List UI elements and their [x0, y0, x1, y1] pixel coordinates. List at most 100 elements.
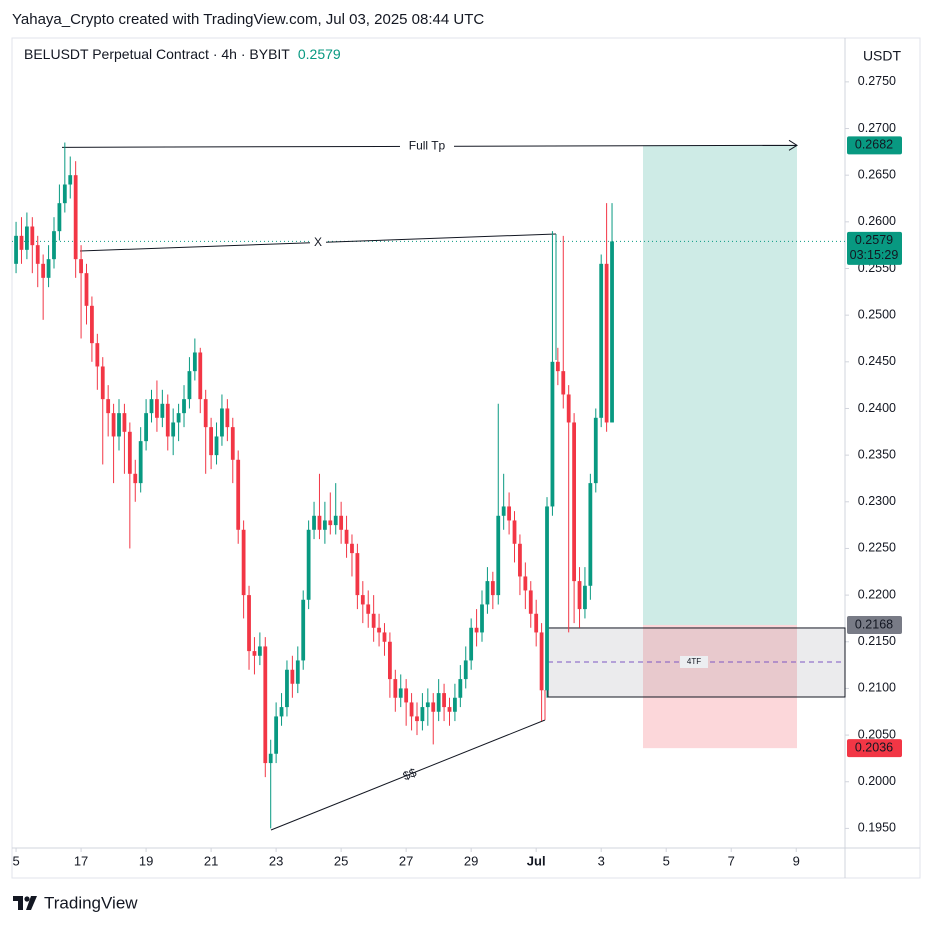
y-tick-label: 0.2450 [858, 354, 896, 368]
frame [11, 37, 921, 879]
currency-label: USDT [863, 48, 902, 64]
candle-body [534, 613, 539, 633]
candle-body [436, 693, 441, 712]
candle-body [19, 235, 24, 250]
title-last-price: 0.2579 [298, 46, 341, 62]
candle-body [377, 627, 381, 633]
candle-body [187, 371, 192, 400]
stop-price-tag-bg [847, 739, 902, 758]
y-tick-label: 0.2350 [858, 447, 896, 461]
candle-body [490, 581, 495, 596]
candle-body [41, 263, 46, 278]
candle-body [507, 506, 511, 521]
x-tick-label: 5 [663, 853, 670, 868]
footer-logo [13, 896, 37, 910]
y-tick-label: 0.2750 [858, 74, 896, 88]
candle-body [355, 553, 360, 596]
candle-body [62, 184, 67, 204]
candle-body [415, 716, 419, 722]
x-label-bg [310, 235, 326, 249]
candle-body [593, 417, 598, 484]
candle-body [182, 399, 186, 414]
candle-body [122, 413, 127, 432]
candle-body [404, 688, 409, 703]
candle-body [106, 399, 111, 414]
target-label: Full Tp [409, 138, 446, 152]
candle-body [301, 599, 306, 661]
last-price-tag: 03:15:29 [850, 248, 899, 262]
candle-body [79, 259, 83, 274]
y-tick-label: 0.1950 [858, 821, 896, 835]
candle-body [149, 399, 154, 414]
candle-body [528, 590, 533, 614]
candle-body [285, 669, 289, 708]
zone-label-bg [680, 656, 708, 668]
x-tick-label: 25 [334, 853, 348, 868]
candle-body [474, 627, 479, 633]
candle-body [485, 581, 490, 605]
candle-body [322, 520, 327, 530]
y-tick-label: 0.2300 [858, 494, 896, 508]
candle-body [539, 632, 544, 691]
candle-body [117, 413, 121, 437]
candle-body [138, 441, 143, 484]
candle-body [100, 366, 105, 400]
x-tick-label: 27 [399, 853, 413, 868]
candle-body [610, 241, 614, 423]
candle-body [545, 506, 549, 691]
loss-zone [643, 624, 797, 749]
candle-body [398, 688, 403, 698]
last-price-tag: 0.2579 [855, 233, 893, 247]
candle-body [35, 245, 40, 264]
x-tick-label: 17 [74, 853, 88, 868]
candle-body [518, 543, 522, 577]
candle-body [496, 515, 501, 596]
candle-body [198, 352, 203, 400]
liquidity-line [270, 719, 546, 831]
candle-body [312, 515, 316, 530]
candle-body [453, 697, 457, 712]
candle-body [68, 175, 73, 185]
candle-body [463, 660, 468, 680]
y-tick-label: 0.2250 [858, 541, 896, 555]
candle-body [333, 515, 338, 526]
candle-body [214, 436, 219, 456]
target-price-tag: 0.2682 [855, 138, 893, 152]
candle-body [371, 613, 376, 628]
candle-body [57, 203, 62, 232]
candle-body [469, 627, 474, 661]
candle-body [599, 263, 604, 418]
attribution: Yahaya_Crypto created with TradingView.c… [12, 11, 484, 28]
candle-body [241, 529, 246, 596]
candle-body [133, 473, 138, 484]
last-price-tag-bg [847, 231, 902, 265]
candle-body [155, 399, 159, 418]
candle-body [350, 543, 354, 554]
candle-body [425, 702, 430, 708]
candle-body [447, 707, 452, 712]
candle-body [274, 716, 279, 754]
candle-body [512, 520, 517, 544]
candle-body [566, 394, 571, 423]
chart-title: BELUSDT Perpetual Contract · 4h · BYBIT 0… [24, 46, 341, 62]
candle-body [46, 259, 51, 278]
candle-body [523, 576, 528, 591]
candle-body [247, 595, 251, 652]
candle-body [52, 231, 56, 260]
candle-body [25, 226, 29, 250]
liquidity-label: $$ [401, 765, 419, 783]
candle-body [550, 361, 555, 507]
candle-body [583, 585, 587, 610]
candle-body [279, 707, 284, 717]
candle-body [588, 483, 593, 586]
x-tick-label: 3 [598, 853, 605, 868]
candle-body [317, 515, 322, 530]
candle-body [295, 660, 300, 684]
candle-body [236, 459, 241, 530]
candle-body [604, 263, 609, 423]
y-tick-label: 0.2200 [858, 587, 896, 601]
candle-body [90, 305, 94, 344]
candle-body [73, 175, 78, 260]
candle-body [84, 273, 89, 306]
